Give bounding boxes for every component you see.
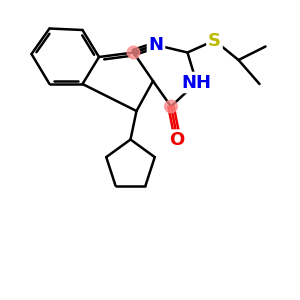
Text: O: O [169,131,184,149]
Text: N: N [148,36,164,54]
Circle shape [165,100,177,113]
Text: S: S [208,32,221,50]
Circle shape [127,46,140,59]
Text: NH: NH [182,74,212,92]
